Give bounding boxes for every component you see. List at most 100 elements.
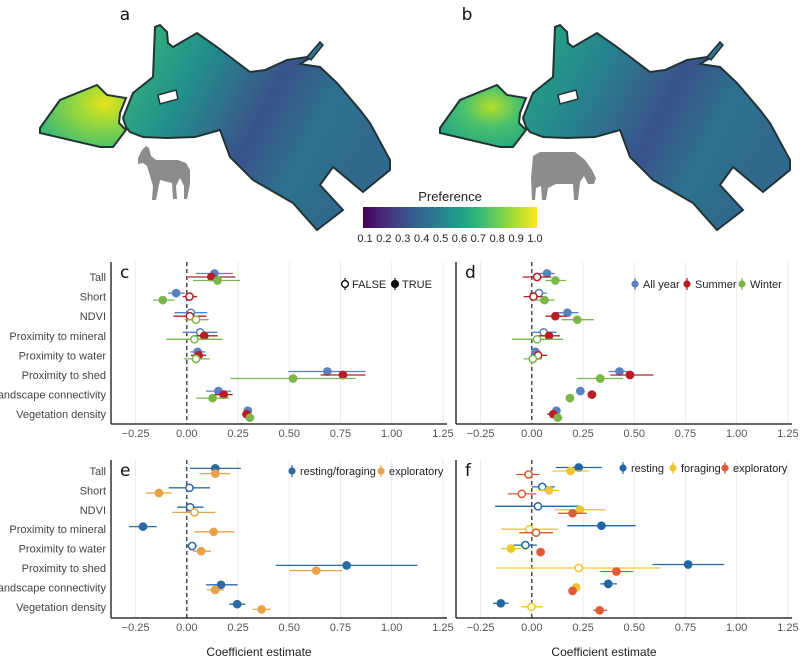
estimate-point xyxy=(576,386,585,396)
x-tick-label: 0.00 xyxy=(521,428,542,440)
legend-key-marker xyxy=(619,464,627,472)
estimate-point xyxy=(574,563,584,573)
estimate-point xyxy=(245,413,255,423)
colorbar-tick-label: 0.8 xyxy=(490,233,505,245)
series-group-2 xyxy=(173,272,366,419)
estimate-point xyxy=(532,334,542,344)
estimate-point xyxy=(625,370,635,380)
estimate-point xyxy=(158,295,168,305)
series-exploratory xyxy=(507,470,634,615)
colorbar-tick-label: 0.2 xyxy=(376,233,391,245)
estimate-point xyxy=(553,413,563,423)
estimate-point xyxy=(532,272,542,282)
map-panel-b: b xyxy=(439,5,791,231)
estimate-point xyxy=(517,489,527,499)
estimate-point xyxy=(565,393,575,403)
estimate-point xyxy=(187,541,197,551)
estimate-point xyxy=(575,505,585,515)
estimate-point xyxy=(338,370,348,380)
legend-label: TRUE xyxy=(402,279,432,291)
legend-key-marker xyxy=(288,467,296,475)
map-west-lobe xyxy=(39,83,128,148)
map-west-lobe xyxy=(439,83,528,148)
legend-label: Summer xyxy=(695,279,737,291)
forest-plot-f: −0.25 0.00 0.25 0.50 0.75 1.00 1.25 f Coefficien… xyxy=(455,460,799,659)
panel-label-c: c xyxy=(120,263,129,283)
series-foraging xyxy=(496,466,661,612)
estimate-point xyxy=(219,390,229,399)
x-tick-label: 0.75 xyxy=(330,428,351,440)
estimate-point xyxy=(208,393,217,403)
x-tick-label: 1.25 xyxy=(777,622,798,634)
estimate-point xyxy=(257,605,266,614)
x-tick-label: 1.25 xyxy=(432,428,453,440)
legend-label: resting/foraging xyxy=(300,466,376,478)
x-tick-label: 0.00 xyxy=(176,622,197,634)
series-group-3 xyxy=(153,276,356,423)
estimate-point xyxy=(506,544,516,553)
map-hole xyxy=(557,89,579,105)
estimate-point xyxy=(288,374,298,383)
estimate-point xyxy=(196,546,206,556)
estimate-point xyxy=(531,528,541,538)
legend-label: exploratory xyxy=(733,463,788,475)
estimate-point xyxy=(568,508,577,518)
category-label: Proximity to shed xyxy=(22,370,106,382)
panel-label-e: e xyxy=(120,461,130,481)
category-label: Tall xyxy=(89,272,106,284)
category-label: Vegetation density xyxy=(16,409,106,421)
estimate-point xyxy=(572,315,582,325)
legend-key-marker xyxy=(377,467,385,475)
estimate-point xyxy=(544,331,554,341)
legend-label: Winter xyxy=(750,279,782,291)
colorbar-tick-label: 0.9 xyxy=(508,233,523,245)
panel-label-a: a xyxy=(120,5,130,25)
colorbar-tick-label: 1.0 xyxy=(527,233,542,245)
estimate-point xyxy=(185,483,194,493)
x-tick-label: 0.75 xyxy=(675,622,696,634)
x-tick-label: 0.25 xyxy=(572,428,593,440)
legend-label: FALSE xyxy=(352,279,386,291)
category-label: Short xyxy=(80,292,106,304)
estimate-point xyxy=(527,602,536,612)
forest-plot-c: −0.25 0.00 0.25 0.50 0.75 1.00 1.25 c Tall Short N… xyxy=(0,262,454,440)
colorbar-tick-label: 0.7 xyxy=(471,233,486,245)
estimate-point xyxy=(210,469,220,478)
estimate-point xyxy=(537,482,547,492)
colorbar-tick-label: 0.5 xyxy=(433,233,448,245)
category-label: NDVI xyxy=(80,311,106,323)
estimate-point xyxy=(342,561,351,570)
map-main-area xyxy=(122,24,391,231)
estimate-point xyxy=(323,367,332,376)
x-tick-label: 0.25 xyxy=(227,622,248,634)
map-hole xyxy=(157,89,179,105)
estimate-point xyxy=(542,269,552,278)
series-all-year xyxy=(529,269,631,416)
estimate-point xyxy=(612,567,621,576)
category-label: NDVI xyxy=(80,505,106,517)
forest-plot-e: −0.25 0.00 0.25 0.50 0.75 1.00 1.25 e Tall Short N… xyxy=(0,460,454,659)
x-tick-label: 1.25 xyxy=(432,622,453,634)
estimate-point xyxy=(190,334,199,344)
estimate-point xyxy=(232,599,242,609)
estimate-point xyxy=(209,527,218,537)
estimate-point xyxy=(615,367,624,376)
estimate-point xyxy=(603,579,613,589)
x-tick-label: 0.50 xyxy=(279,428,300,440)
estimate-point xyxy=(597,521,606,531)
category-label: Proximity to shed xyxy=(22,563,106,575)
x-tick-label: 0.25 xyxy=(572,622,593,634)
legend-key-marker xyxy=(738,280,746,288)
estimate-point xyxy=(551,276,560,285)
estimate-point xyxy=(595,374,605,383)
series-exploratory xyxy=(145,469,343,614)
estimate-point xyxy=(210,585,220,595)
legend-label: All year xyxy=(643,279,680,291)
x-tick-label: 1.00 xyxy=(726,428,747,440)
estimate-point xyxy=(574,463,584,472)
map-main-area xyxy=(522,24,791,231)
estimate-point xyxy=(544,486,554,495)
legend-label: foraging xyxy=(681,463,721,475)
estimate-point xyxy=(524,524,534,534)
